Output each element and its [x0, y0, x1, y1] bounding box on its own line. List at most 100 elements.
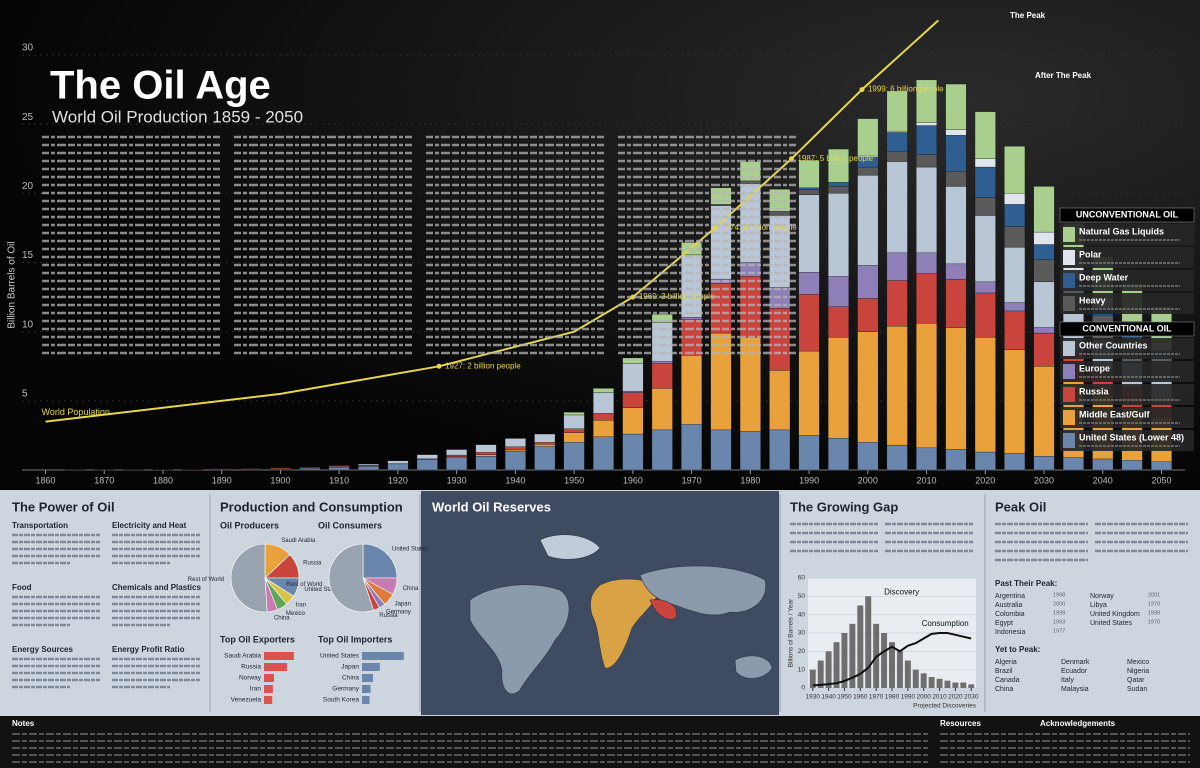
y-tick-label: 30: [798, 630, 806, 637]
section-heading: Chemicals and Plastics: [112, 583, 201, 592]
bar-segment: [974, 166, 996, 198]
bar: [264, 696, 273, 704]
x-tick-label: 1970: [869, 694, 884, 701]
bar-segment: [446, 454, 468, 458]
bar-segment: [974, 197, 996, 216]
bar-segment: [593, 420, 614, 437]
x-tick-label: 1990: [901, 694, 916, 701]
world-map: [469, 534, 773, 695]
bar-segment: [886, 280, 908, 327]
bar: [362, 663, 380, 671]
legend-label: Other Countries: [1079, 340, 1148, 350]
y-axis-label: Billion Barrels of Oil: [7, 241, 18, 328]
bar-segment: [563, 428, 585, 433]
bar-segment: [945, 278, 967, 328]
bar-segment: [1092, 458, 1114, 471]
bar-segment: [1151, 461, 1172, 471]
legend-label: Polar: [1079, 249, 1102, 259]
legend-swatch: [1063, 273, 1075, 288]
bar-segment: [769, 370, 791, 431]
country: Brazil: [995, 668, 1013, 675]
bar-segment: [1004, 226, 1026, 248]
bar-segment: [857, 298, 879, 332]
legend-swatch: [1063, 227, 1075, 242]
country: Italy: [1061, 677, 1074, 684]
chart-subtitle: World Oil Production 1859 - 2050: [52, 107, 303, 126]
chart-title: Oil Consumers: [318, 520, 382, 530]
bar-segment: [387, 463, 409, 471]
bar-segment: [1033, 186, 1055, 233]
bar-segment: [475, 456, 497, 471]
bar-segment: [1033, 327, 1055, 334]
chart-title: Oil Producers: [220, 520, 279, 530]
bar-segment: [504, 451, 526, 471]
bar-segment: [974, 292, 996, 338]
bar-segment: [416, 459, 438, 471]
x-tick-label: 1990: [799, 475, 819, 485]
bar-segment: [593, 388, 614, 393]
y-tick-label: 10: [22, 319, 34, 330]
peak-year: 1970: [1148, 601, 1160, 607]
bar-segment: [974, 215, 996, 283]
bar-segment: [886, 132, 908, 152]
bar-segment: [798, 159, 820, 188]
bar-segment: [1004, 146, 1026, 194]
pie-label: United States: [392, 547, 428, 553]
discovery-bar: [912, 669, 919, 688]
bar-segment: [1033, 366, 1055, 457]
pie-slice: [362, 543, 398, 579]
bar-segment: [945, 263, 967, 280]
x-tick-label: 1940: [821, 694, 836, 701]
y-axis-label: Billions of Barrels / Year: [788, 598, 795, 667]
y-tick-label: 50: [798, 593, 806, 600]
bar-segment: [446, 457, 468, 471]
x-tick-label: 2030: [964, 694, 979, 701]
bar-segment: [828, 148, 849, 183]
discovery-bar: [825, 651, 832, 688]
bar-category: Saudi Arabia: [224, 653, 261, 660]
x-tick-label: 1890: [212, 475, 232, 485]
bar: [362, 685, 371, 693]
bar-segment: [916, 447, 937, 471]
legend: UNCONVENTIONAL OIL Natural Gas Liquids Pol…: [1059, 207, 1195, 451]
bar-segment: [945, 449, 967, 471]
y-tick-label: 0: [801, 685, 805, 692]
x-tick-label: 1930: [447, 475, 467, 485]
bar: [362, 674, 373, 682]
bar-segment: [240, 468, 262, 470]
pie-label: Rest of World: [188, 577, 224, 583]
bar-segment: [710, 204, 732, 206]
bar-segment: [534, 433, 556, 443]
discovery-bar: [889, 642, 895, 688]
footer-heading: Resources: [940, 719, 981, 728]
country: Canada: [995, 677, 1020, 684]
bar-segment: [387, 460, 409, 464]
bar-segment: [475, 454, 497, 457]
bar: [362, 696, 370, 704]
bar-segment: [886, 161, 908, 253]
bar-segment: [798, 294, 820, 352]
bar-segment: [857, 331, 879, 443]
legend-label: Natural Gas Liquids: [1079, 226, 1164, 236]
y-tick-label: 15: [22, 250, 34, 261]
country: United Kingdom: [1090, 611, 1140, 618]
bar-segment: [916, 122, 937, 126]
panel-dividers: [209, 494, 986, 712]
x-tick-label: 1950: [564, 475, 584, 485]
population-label: World Population: [41, 407, 109, 417]
legend-swatch: [1063, 433, 1075, 448]
legend-label: Russia: [1079, 386, 1110, 396]
section-heading: Transportation: [12, 521, 68, 530]
bar-segment: [563, 442, 585, 471]
country: Denmark: [1061, 659, 1090, 666]
bar-segment: [945, 171, 967, 187]
legend-swatch: [1063, 341, 1075, 356]
bar-segment: [886, 444, 908, 471]
continent: [469, 584, 570, 695]
pie-label: Germany: [386, 609, 411, 615]
bar-segment: [534, 444, 556, 447]
bar-segment: [1004, 453, 1026, 471]
bar-segment: [681, 355, 703, 425]
bar-segment: [916, 79, 937, 123]
